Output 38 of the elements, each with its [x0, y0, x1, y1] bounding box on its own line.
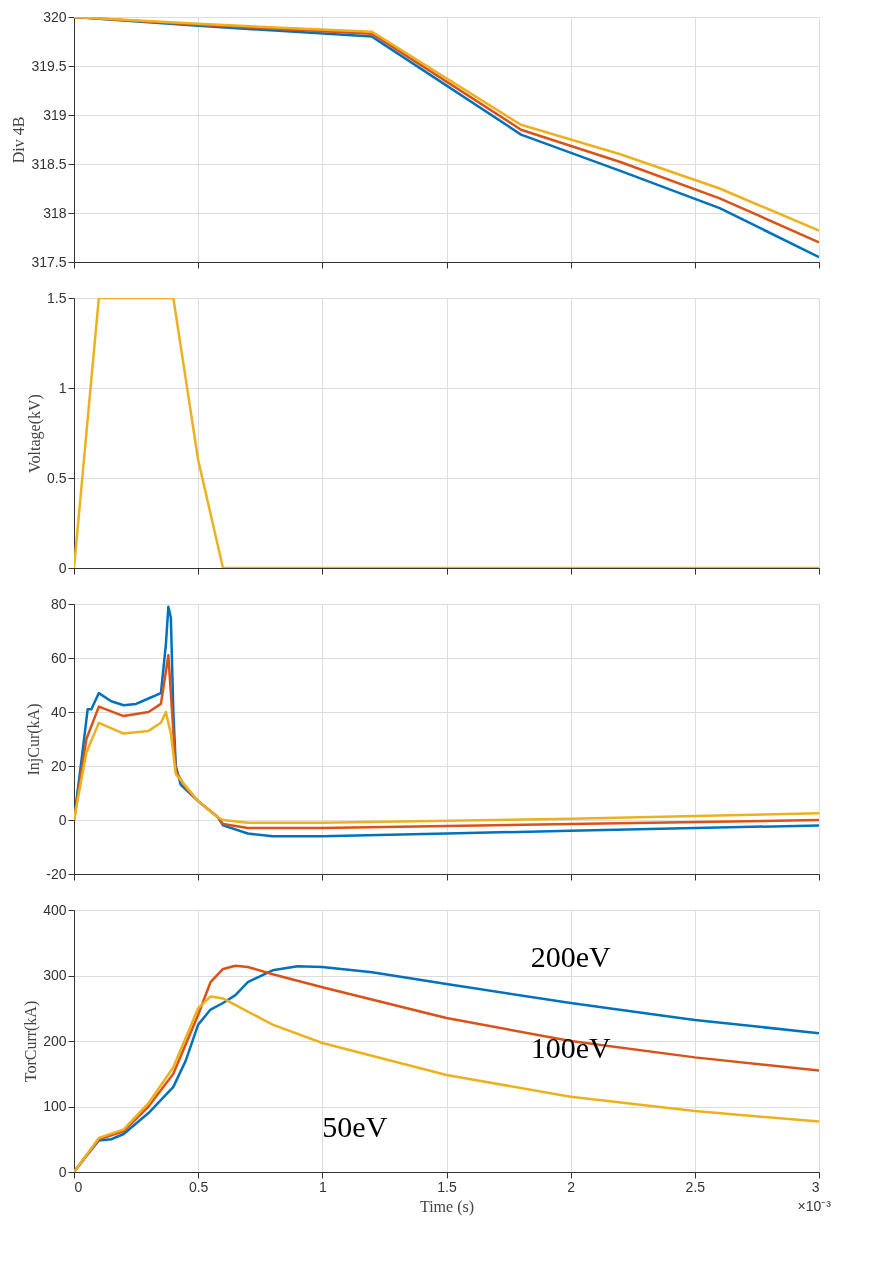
- y-tick-label: 0.5: [47, 469, 67, 486]
- y-tick-label: 0: [58, 559, 67, 576]
- y-axis-title: Voltage(kV): [26, 394, 45, 473]
- y-tick-label: 318: [43, 204, 67, 221]
- y-tick-label: 40: [50, 703, 67, 720]
- line-series: [74, 710, 819, 824]
- y-axis-title: TorCurr(kA): [22, 1000, 41, 1083]
- y-tick-label: 60: [50, 649, 67, 666]
- x-axis-title: Time (s): [419, 1197, 475, 1216]
- y-tick-label: 200: [43, 1032, 67, 1049]
- y-tick-label: 319.5: [31, 57, 67, 74]
- y-tick-label: 319: [43, 106, 67, 123]
- y-tick-label: 0: [58, 811, 67, 828]
- x-tick-label: 0.5: [188, 1178, 209, 1195]
- x-tick-label: 0: [74, 1178, 83, 1195]
- y-tick-label: 300: [43, 967, 67, 983]
- series-label: 100eV: [530, 1031, 611, 1064]
- y-tick-label: 80: [50, 595, 67, 612]
- y-axis-title: Div 4B: [10, 116, 28, 164]
- y-tick-label: -20: [46, 865, 67, 882]
- x-tick-label: 2.5: [685, 1178, 706, 1195]
- x-tick-label: 1: [318, 1178, 327, 1195]
- y-tick-label: 1.5: [47, 289, 67, 306]
- y-tick-label: 20: [50, 757, 67, 774]
- text: ×10⁻³: [797, 1198, 832, 1214]
- y-tick-label: 0: [58, 1163, 67, 1180]
- y-tick-label: 1: [58, 379, 67, 396]
- x-tick-label: 1.5: [437, 1178, 457, 1195]
- x-tick-label: 2: [567, 1178, 576, 1195]
- series-label: 50eV: [322, 1109, 388, 1143]
- y-tick-label: 100: [43, 1098, 67, 1114]
- y-axis-title: InjCur(kA): [25, 703, 44, 776]
- y-tick-label: 400: [43, 901, 67, 918]
- y-tick-label: 318.5: [31, 155, 67, 172]
- x-tick-label: 3: [811, 1178, 820, 1195]
- series-label: 200eV: [530, 940, 611, 974]
- y-tick-label: 320: [43, 8, 67, 25]
- y-tick-label: 317.5: [31, 253, 67, 270]
